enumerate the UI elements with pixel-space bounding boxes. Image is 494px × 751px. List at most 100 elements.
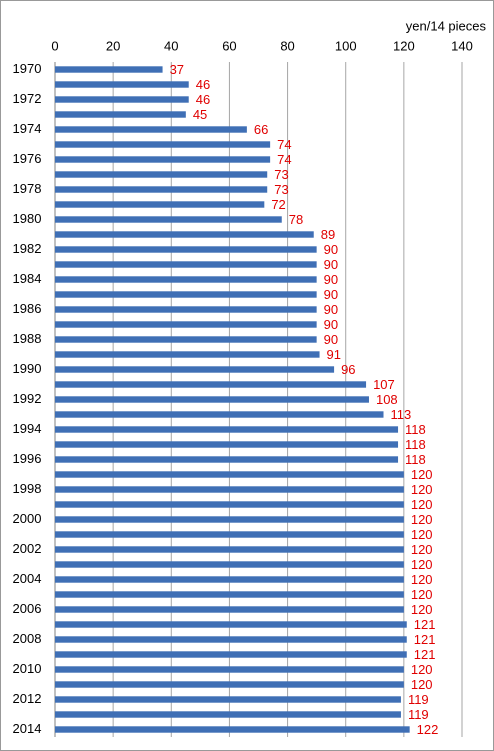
x-tick-label: 40 xyxy=(164,38,178,53)
axis-unit: yen/14 pieces xyxy=(406,18,487,33)
bar xyxy=(55,186,268,193)
bar xyxy=(55,636,407,643)
value-label: 90 xyxy=(324,332,338,347)
y-tick-label: 2004 xyxy=(13,571,42,586)
bar xyxy=(55,291,317,298)
value-label: 74 xyxy=(277,152,291,167)
value-label: 118 xyxy=(405,437,426,452)
value-label: 120 xyxy=(411,557,433,572)
bar xyxy=(55,141,271,148)
value-label: 72 xyxy=(271,197,285,212)
value-label: 120 xyxy=(411,587,433,602)
x-tick-label: 80 xyxy=(280,38,294,53)
value-label: 113 xyxy=(391,407,412,422)
bar xyxy=(55,321,317,328)
y-tick-label: 1970 xyxy=(13,61,42,76)
bar xyxy=(55,531,404,538)
bar xyxy=(55,171,268,178)
value-label: 120 xyxy=(411,542,433,557)
y-tick-label: 1982 xyxy=(13,241,42,256)
value-label: 121 xyxy=(414,617,436,632)
bar xyxy=(55,276,317,283)
value-label: 121 xyxy=(414,647,436,662)
bar xyxy=(55,396,369,403)
value-label: 96 xyxy=(341,362,355,377)
bar xyxy=(55,591,404,598)
value-label: 121 xyxy=(414,632,436,647)
y-tick-label: 1974 xyxy=(13,121,42,136)
bar xyxy=(55,576,404,583)
value-label: 66 xyxy=(254,122,268,137)
bar xyxy=(55,681,404,688)
value-label: 37 xyxy=(170,62,184,77)
y-tick-label: 2006 xyxy=(13,601,42,616)
y-tick-label: 2012 xyxy=(13,691,42,706)
bar xyxy=(55,411,384,418)
y-tick-label: 1980 xyxy=(13,211,42,226)
y-tick-label: 2014 xyxy=(13,721,42,736)
bar xyxy=(55,441,399,448)
value-label: 120 xyxy=(411,572,433,587)
bar xyxy=(55,111,186,118)
bar xyxy=(55,81,189,88)
x-tick-label: 20 xyxy=(106,38,120,53)
value-label: 118 xyxy=(405,452,426,467)
value-label: 120 xyxy=(411,677,433,692)
bar xyxy=(55,261,317,268)
y-tick-label: 2000 xyxy=(13,511,42,526)
value-label: 90 xyxy=(324,257,338,272)
bar xyxy=(55,336,317,343)
value-label: 120 xyxy=(411,482,433,497)
y-tick-label: 1986 xyxy=(13,301,42,316)
x-tick-label: 120 xyxy=(393,38,415,53)
value-label: 119 xyxy=(408,707,429,722)
value-label: 89 xyxy=(321,227,335,242)
bar xyxy=(55,156,271,163)
bar xyxy=(55,546,404,553)
value-label: 90 xyxy=(324,272,338,287)
y-tick-label: 2008 xyxy=(13,631,42,646)
bar xyxy=(55,696,401,703)
bar xyxy=(55,621,407,628)
bar xyxy=(55,726,410,733)
bar xyxy=(55,306,317,313)
x-tick-label: 60 xyxy=(222,38,236,53)
bar xyxy=(55,201,265,208)
bar xyxy=(55,606,404,613)
x-tick-label: 140 xyxy=(451,38,473,53)
value-label: 90 xyxy=(324,242,338,257)
bar xyxy=(55,126,247,133)
value-label: 73 xyxy=(274,182,288,197)
bar xyxy=(55,366,335,373)
value-label: 90 xyxy=(324,287,338,302)
y-tick-label: 1990 xyxy=(13,361,42,376)
value-label: 120 xyxy=(411,512,433,527)
bar xyxy=(55,561,404,568)
value-label: 108 xyxy=(376,392,398,407)
y-tick-label: 2010 xyxy=(13,661,42,676)
value-label: 45 xyxy=(193,107,207,122)
value-label: 91 xyxy=(327,347,341,362)
bar xyxy=(55,456,399,463)
bar xyxy=(55,711,401,718)
bar xyxy=(55,231,314,238)
y-tick-label: 1988 xyxy=(13,331,42,346)
value-label: 120 xyxy=(411,467,433,482)
y-tick-label: 1984 xyxy=(13,271,42,286)
value-label: 90 xyxy=(324,302,338,317)
bar xyxy=(55,246,317,253)
value-label: 122 xyxy=(417,722,439,737)
bar xyxy=(55,651,407,658)
value-label: 90 xyxy=(324,317,338,332)
bar xyxy=(55,516,404,523)
value-label: 46 xyxy=(196,92,210,107)
y-tick-label: 1996 xyxy=(13,451,42,466)
x-tick-label: 0 xyxy=(51,38,58,53)
bar xyxy=(55,66,163,73)
bar xyxy=(55,486,404,493)
y-tick-label: 1992 xyxy=(13,391,42,406)
value-label: 78 xyxy=(289,212,303,227)
value-label: 120 xyxy=(411,497,433,512)
